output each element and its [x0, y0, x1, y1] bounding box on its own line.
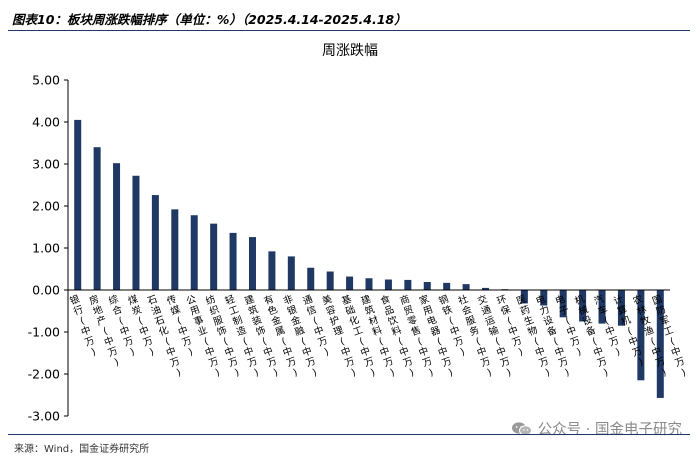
bar: [579, 290, 587, 322]
x-tick-label: 轻工制造(中万): [223, 293, 263, 380]
x-tick-label: 基础化工(中万): [340, 293, 380, 380]
y-tick-label: 1.00: [32, 241, 60, 256]
x-tick-label: 环保(中万): [496, 294, 528, 359]
x-tick-label: 建筑装饰(中万): [243, 293, 283, 380]
bar: [423, 282, 431, 290]
figure-footer: 来源：Wind，国金证券研究所: [8, 434, 690, 455]
wechat-icon: [511, 421, 532, 436]
y-tick-label: 2.00: [32, 199, 60, 214]
x-tick-label: 国防军工(中万): [651, 294, 690, 380]
x-tick-label: 银行(中万): [68, 293, 100, 359]
figure-title: 图表10：板块周涨跌幅排序（单位：%）（2025.4.14-2025.4.18）: [12, 12, 407, 27]
x-tick-label: 医药生物(中万): [515, 294, 554, 380]
x-tick-label: 纺织服饰(中万): [204, 293, 244, 380]
bar: [346, 276, 354, 290]
bar: [113, 163, 121, 290]
x-tick-label: 美容护理(中万): [321, 293, 361, 380]
bar: [287, 256, 295, 290]
x-tick-label: 综合(中万): [107, 293, 139, 359]
y-tick-label: -2.00: [28, 367, 60, 382]
x-tick-label: 石油石化(中万): [146, 294, 185, 380]
x-tick-label: 通信(中万): [301, 294, 333, 359]
bar: [326, 271, 334, 290]
figure-header: 图表10：板块周涨跌幅排序（单位：%）（2025.4.14-2025.4.18）: [8, 4, 690, 31]
x-axis-labels: 银行(中万)房地产(中万)综合(中万)煤炭(中万)石油石化(中万)传媒(中万)公…: [68, 293, 690, 380]
x-tick-label: 非银金融(中万): [282, 293, 322, 380]
bar: [210, 223, 218, 290]
source-note: 来源：Wind，国金证券研究所: [14, 444, 150, 455]
y-tick-label: 3.00: [32, 157, 60, 172]
y-tick-label: -3.00: [28, 409, 60, 424]
bar: [520, 290, 528, 304]
bar: [598, 290, 606, 324]
x-tick-label: 建筑材料(中万): [359, 293, 399, 380]
chart-title: 周涨跌幅: [322, 43, 378, 59]
y-tick-label: 0.00: [32, 283, 60, 298]
y-tick-label: -1.00: [28, 325, 60, 340]
bar: [268, 251, 276, 290]
bar: [637, 290, 645, 381]
bars: [74, 119, 664, 398]
x-tick-label: 计算机(中万): [612, 293, 648, 370]
bar: [540, 290, 548, 306]
bar: [365, 278, 373, 290]
bar: [559, 290, 567, 318]
x-tick-label: 有色金属(中万): [262, 293, 302, 380]
x-tick-label: 电力设备(中万): [534, 293, 574, 380]
bar: [248, 237, 256, 290]
x-tick-label: 社会服务(中万): [457, 293, 497, 380]
bar: [482, 287, 490, 290]
bar: [443, 282, 451, 290]
bar: [384, 279, 392, 290]
bar: [404, 279, 412, 290]
x-tick-label: 汽车(中万): [592, 293, 624, 359]
bar: [462, 284, 470, 290]
y-axis: 5.00 4.00 3.00 2.00 1.00 0.00 -1.00 -2.00 -3.00: [28, 73, 68, 424]
bar: [307, 267, 315, 290]
x-tick-label: 电子(中万): [554, 293, 586, 359]
bar: [74, 119, 82, 291]
x-tick-label: 房地产(中万): [88, 293, 124, 370]
x-tick-label: 传媒(中万): [165, 293, 197, 359]
x-tick-label: 农林牧渔(中万): [631, 293, 671, 380]
y-tick-label: 4.00: [32, 115, 60, 130]
x-tick-label: 公用事业(中万): [185, 294, 224, 380]
bar: [171, 209, 179, 290]
bar: [656, 290, 664, 398]
bar-chart: 周涨跌幅 5.00 4.00 3.00 2.00 1.00 0.00 -1.00 -2.00 -…: [28, 43, 690, 424]
x-tick-label: 商贸零售(中万): [398, 293, 438, 380]
bar: [151, 195, 159, 290]
x-tick-label: 煤炭(中万): [126, 293, 158, 359]
bar: [132, 175, 140, 290]
y-tick-label: 5.00: [32, 73, 60, 88]
x-tick-label: 交通运输(中万): [476, 293, 516, 380]
bar: [190, 215, 198, 290]
x-tick-label: 钢铁(中万): [437, 293, 469, 359]
x-tick-label: 机械设备(中万): [573, 293, 613, 380]
bar: [93, 147, 101, 290]
bar: [617, 290, 625, 326]
bar: [229, 232, 237, 290]
x-tick-label: 食品饮料(中万): [379, 293, 419, 380]
x-tick-label: 家用电器(中万): [418, 293, 458, 380]
